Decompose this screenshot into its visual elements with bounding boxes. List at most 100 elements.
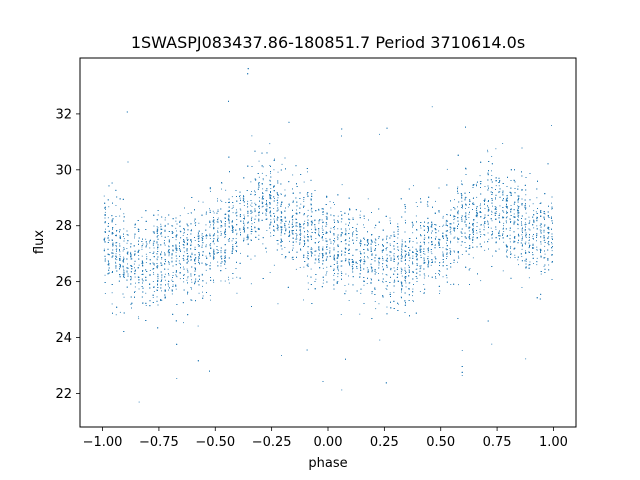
data-point [134, 254, 135, 256]
data-point [156, 226, 158, 228]
data-point [492, 232, 493, 234]
data-point [457, 186, 459, 188]
data-point [329, 238, 331, 240]
data-point [506, 210, 507, 212]
data-point [458, 284, 459, 286]
data-point [359, 214, 361, 216]
data-point [161, 276, 163, 278]
data-point [315, 258, 317, 260]
data-point [544, 237, 545, 239]
data-point [428, 242, 430, 244]
data-point [157, 278, 159, 280]
data-point [397, 228, 399, 230]
data-point [176, 234, 177, 236]
data-point [363, 284, 365, 286]
data-point [461, 350, 463, 351]
data-point [533, 247, 535, 249]
data-point [304, 220, 306, 222]
data-point [446, 275, 448, 276]
data-point [524, 218, 526, 220]
data-point [288, 232, 290, 234]
data-point [251, 191, 252, 192]
data-point [243, 224, 245, 226]
data-point [178, 260, 180, 262]
data-point [491, 156, 493, 157]
data-point [261, 201, 263, 203]
data-point [367, 256, 368, 258]
data-point [251, 135, 253, 137]
data-point [273, 264, 275, 266]
data-point [378, 260, 380, 262]
data-point [232, 244, 234, 246]
data-point [340, 221, 342, 223]
data-point [397, 255, 398, 257]
data-point [250, 283, 252, 285]
data-point [475, 209, 477, 211]
data-point [107, 217, 109, 219]
data-point [269, 203, 271, 205]
data-point [551, 243, 553, 245]
data-point [337, 220, 338, 222]
data-point [439, 290, 441, 292]
data-point [484, 249, 486, 251]
data-point [108, 206, 110, 208]
data-point [104, 293, 106, 294]
data-point [400, 296, 402, 298]
data-point [378, 244, 379, 246]
data-point [191, 281, 193, 283]
data-point [432, 260, 433, 262]
data-point [363, 258, 365, 260]
data-point [378, 273, 379, 274]
data-point [359, 277, 361, 278]
data-point [145, 238, 147, 240]
data-point [251, 206, 253, 207]
data-point [423, 277, 425, 279]
data-point [141, 248, 143, 250]
data-point [498, 185, 500, 187]
data-point [274, 158, 275, 160]
data-point [356, 223, 358, 225]
data-point [152, 281, 154, 282]
data-point [217, 227, 219, 229]
data-point [190, 256, 192, 258]
data-point [405, 272, 407, 273]
data-point [525, 250, 526, 252]
data-point [401, 241, 403, 243]
data-point [356, 240, 358, 241]
data-point [435, 244, 436, 246]
chart-title: 1SWASPJ083437.86-180851.7 Period 3710614… [131, 33, 525, 52]
data-point [213, 250, 215, 252]
data-point [353, 231, 354, 233]
data-point [322, 256, 324, 258]
data-point [176, 378, 178, 379]
data-point [476, 216, 478, 218]
data-point [236, 219, 238, 220]
data-point [232, 248, 234, 250]
data-point [261, 172, 263, 174]
data-point [265, 214, 267, 216]
data-point [251, 216, 253, 218]
data-point [107, 236, 109, 238]
data-point [390, 269, 392, 271]
data-point [187, 270, 189, 271]
data-point [127, 263, 128, 265]
data-point [334, 240, 336, 242]
data-point [262, 212, 264, 214]
data-point [273, 208, 275, 209]
data-point [450, 242, 451, 244]
data-point [344, 285, 346, 286]
data-point [427, 260, 429, 262]
data-point [401, 246, 403, 248]
data-point [262, 188, 264, 190]
data-point [183, 239, 185, 241]
data-point [315, 259, 317, 261]
data-point [415, 268, 417, 270]
data-point [160, 265, 162, 266]
data-point [239, 195, 241, 196]
data-point [175, 271, 177, 272]
data-point [209, 188, 211, 190]
data-point [483, 226, 485, 228]
data-point [243, 205, 245, 206]
data-point [149, 240, 151, 242]
data-point [224, 236, 226, 237]
